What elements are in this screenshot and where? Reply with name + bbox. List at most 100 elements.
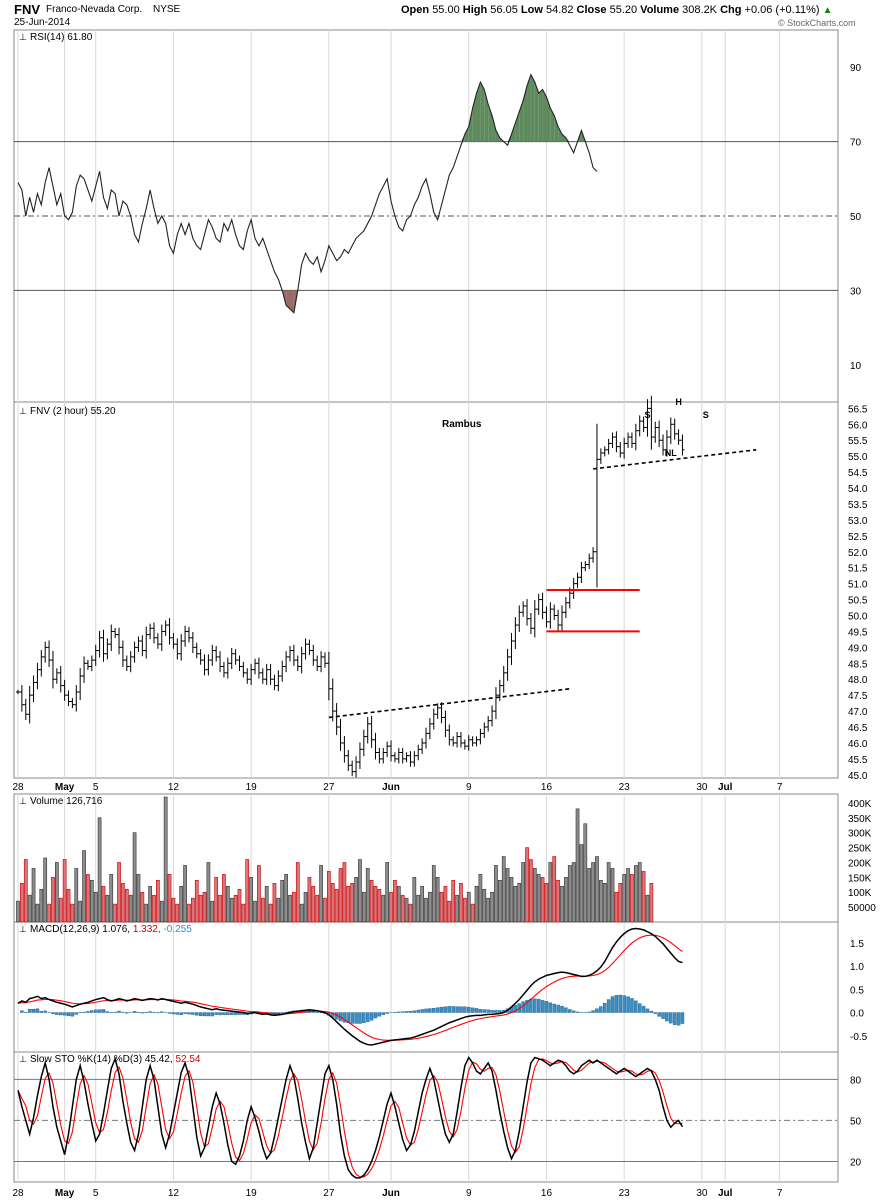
macd-histogram-bar	[198, 1012, 203, 1017]
x-axis-label: 16	[541, 782, 553, 793]
macd-histogram-bar	[117, 1010, 121, 1013]
price-tick-label: 51.0	[848, 580, 868, 591]
macd-histogram-bar	[595, 1008, 599, 1013]
volume-bar	[342, 862, 347, 923]
macd-histogram-bar	[90, 1010, 94, 1013]
ohlc-bar	[622, 437, 627, 459]
ohlc-bar	[552, 604, 557, 621]
x-axis-label: 12	[168, 782, 180, 793]
volume-bar	[494, 865, 498, 923]
volume-bar	[225, 885, 230, 923]
volume-bar	[214, 877, 219, 923]
ohlc-bar	[657, 420, 662, 448]
volume-bar	[156, 880, 160, 923]
ohlc-bar	[505, 648, 510, 681]
macd-histogram-bar	[175, 1012, 180, 1015]
volume-bar	[82, 850, 86, 923]
volume-bar	[307, 877, 312, 923]
close-label: Close	[576, 4, 607, 16]
ohlc-bar	[58, 665, 63, 693]
macd-histogram-bar	[354, 1012, 358, 1024]
volume-label: Volume	[640, 4, 680, 16]
volume-bar	[117, 862, 121, 923]
volume-bar	[86, 874, 90, 923]
volume-bar	[412, 877, 417, 923]
volume-bar	[66, 888, 71, 923]
ohlc-bar	[334, 703, 339, 736]
ohlc-bar	[132, 641, 137, 663]
volume-bar	[478, 874, 483, 923]
macd-histogram-bar	[59, 1012, 63, 1016]
quote-summary: Open 55.00 High 56.05 Low 54.82 Close 55…	[401, 4, 833, 16]
ohlc-bar	[575, 572, 580, 589]
ohlc-bar	[447, 724, 452, 746]
volume-bar	[16, 900, 20, 923]
rsi-overbought-fill	[534, 82, 539, 142]
ohlc-bar	[152, 622, 156, 644]
macd-histogram-bar	[641, 1005, 646, 1013]
price-tick-label: 54.5	[848, 468, 868, 479]
macd-histogram-bar	[74, 1012, 79, 1015]
volume-bar	[43, 857, 48, 923]
macd-histogram-bar	[101, 1009, 106, 1013]
macd-histogram-bar	[443, 1006, 448, 1013]
price-tick-label: 53.0	[848, 516, 868, 527]
volume-bar	[55, 862, 59, 923]
macd-histogram-bar	[463, 1006, 467, 1013]
macd-histogram-bar	[218, 1012, 222, 1016]
macd-histogram-bar	[358, 1012, 362, 1024]
ohlc-bar	[175, 638, 180, 660]
volume-panel: 50000 100K 150K 200K 250K 300K 350K 400K ⊥ Volume…	[16, 796, 876, 923]
volume-bar	[365, 868, 370, 923]
ohlc-bar	[330, 678, 335, 722]
volume-bar	[31, 868, 36, 923]
volume-bar	[191, 897, 195, 923]
macd-histogram-bar	[435, 1007, 440, 1013]
ohlc-bar	[101, 629, 106, 662]
volume-bar	[327, 871, 331, 923]
volume-value: 308.2K	[682, 4, 718, 16]
ohlc-bar	[253, 658, 258, 675]
ohlc-bar	[633, 423, 638, 451]
volume-bar	[470, 903, 475, 923]
volume-bar	[268, 903, 273, 923]
ohlc-bar	[462, 739, 467, 750]
volume-bar	[346, 885, 351, 923]
macd-tick-label: 1.5	[850, 939, 864, 950]
ohlc-bar	[256, 657, 261, 679]
volume-bar	[187, 903, 191, 923]
volume-tick-label: 300K	[848, 829, 872, 840]
macd-tick-label: 0.0	[850, 1009, 864, 1020]
ohlc-bar	[89, 655, 94, 672]
volume-bar	[39, 888, 44, 923]
price-tick-label: 48.5	[848, 659, 868, 670]
ohlc-bar	[610, 432, 615, 449]
ohlc-bar	[303, 638, 308, 660]
panel-icon: ⊥	[19, 406, 27, 416]
macd-histogram-bar	[653, 1012, 658, 1014]
ohlc-bar	[27, 685, 32, 724]
rsi-oversold-fill	[286, 290, 290, 309]
ohlc-bar	[474, 736, 479, 747]
macd-histogram-bar	[97, 1009, 102, 1013]
macd-histogram-bar	[525, 999, 529, 1013]
macd-histogram-bar	[93, 1009, 98, 1013]
ohlc-bar	[54, 668, 59, 684]
volume-bar	[513, 885, 518, 923]
neckline-trendline	[592, 449, 757, 470]
x-axis-label: 7	[777, 1188, 783, 1199]
volume-bar	[490, 891, 494, 923]
volume-bar	[89, 880, 94, 923]
ohlc-bar	[179, 634, 184, 661]
ohlc-bar	[109, 624, 114, 652]
volume-bar	[540, 877, 545, 923]
price-tick-label: 56.5	[848, 404, 868, 415]
volume-bar	[626, 868, 630, 923]
macd-histogram-bar	[498, 1010, 502, 1013]
macd-histogram-bar	[342, 1012, 347, 1023]
ohlc-bar	[346, 749, 351, 771]
ohlc-bar	[148, 623, 153, 640]
ohlc-bar	[493, 687, 498, 720]
ohlc-bar	[455, 731, 460, 748]
volume-tick-label: 50000	[848, 903, 876, 914]
